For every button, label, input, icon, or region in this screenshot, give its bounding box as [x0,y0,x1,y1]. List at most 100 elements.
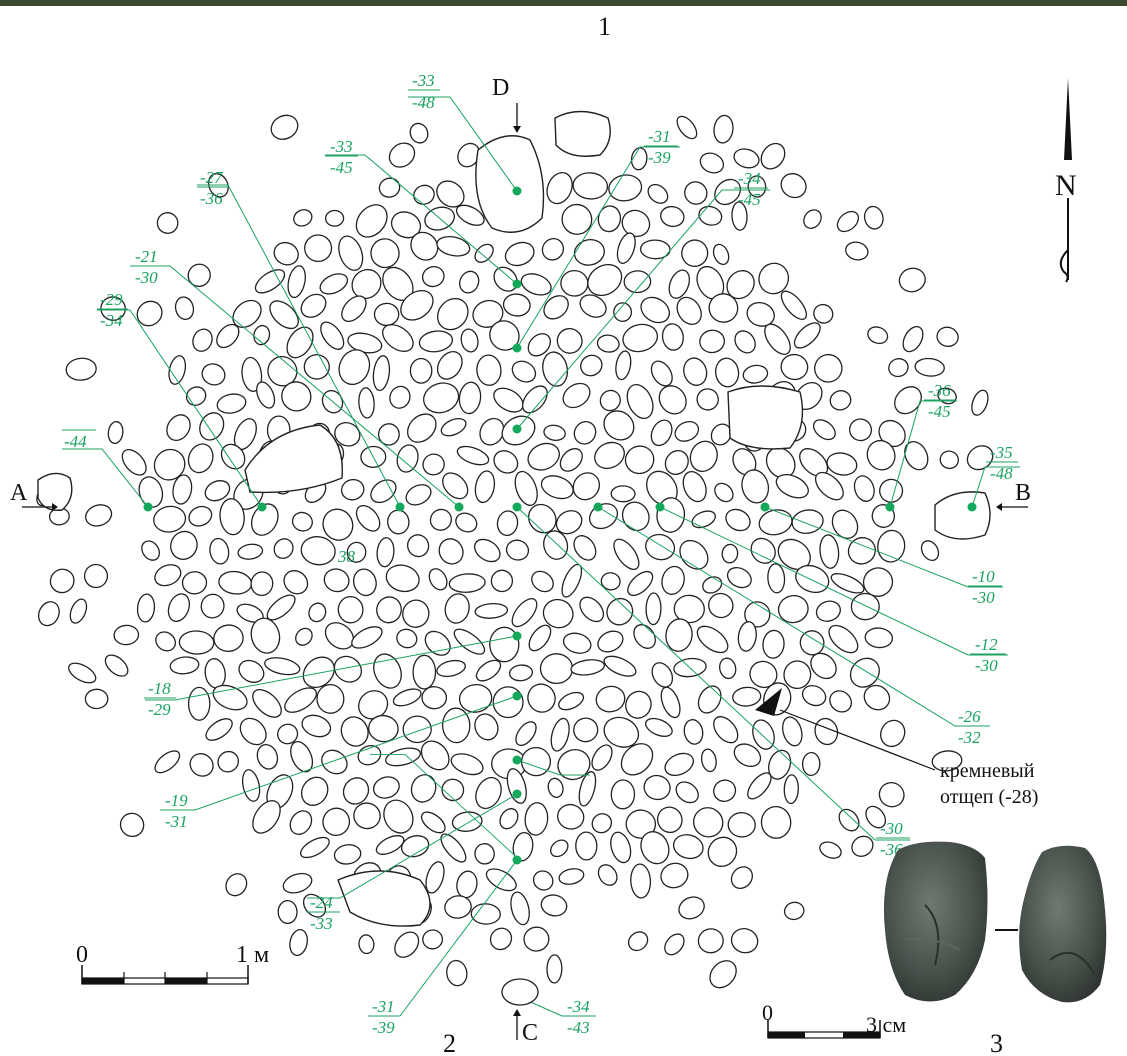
stone [470,903,501,925]
compass-north-label: N [1055,169,1077,202]
stone [270,114,299,140]
stone [660,205,685,228]
stone [422,453,445,476]
depth-top: -35 [990,443,1013,462]
stone [814,471,844,501]
depth-top: -34 [738,169,761,188]
depth-label: -44 [62,429,96,451]
stone [358,387,375,419]
stone [167,593,191,622]
stone [713,716,739,744]
stone [610,831,632,864]
depth-label: -31-39 [368,997,400,1037]
stone [865,805,887,829]
stone [436,351,463,380]
stone [293,209,313,227]
stone [603,655,637,677]
stone [450,753,484,776]
stone [499,808,519,830]
stone [555,510,583,535]
stone [444,895,472,919]
leader-line [62,448,149,508]
stone [699,329,726,354]
stone [878,782,905,808]
stone [730,928,759,954]
stone [594,441,625,469]
depth-point [967,502,977,512]
arrowhead-icon [513,1009,521,1016]
stone [732,686,762,707]
stone [668,269,691,299]
stone [216,393,247,414]
depth-labels: -33-48 -33-45 -27-36 -21-30 -29-34 -44 -… [62,71,1018,1037]
stone [775,473,809,499]
stone [409,357,433,384]
stone [502,293,531,317]
section-marker-a: A [10,480,28,506]
stone [762,629,785,659]
stone [355,204,388,238]
stone [493,266,518,292]
stone [812,419,836,441]
stone [396,628,418,649]
stone [385,564,420,593]
stone [456,870,478,899]
stone [714,482,734,503]
stone [199,412,225,441]
stone [304,234,333,263]
depth-bottom: -45 [928,402,951,421]
arrowhead-icon [996,503,1002,511]
stone [591,744,613,771]
stone [382,324,414,352]
stone [406,534,430,558]
stone [489,626,520,663]
stone [531,570,554,593]
depth-bottom: -30 [975,656,998,675]
stone [376,596,402,624]
stone [459,270,480,294]
stone [394,931,420,958]
stone [838,808,860,832]
stone [714,178,742,206]
stone [573,239,605,266]
stone [219,498,245,536]
stone [640,296,671,324]
stone [780,290,808,321]
stone [337,595,364,624]
stone [547,777,564,798]
stone [68,662,97,684]
stone [829,390,852,411]
stone [725,508,751,532]
stone [178,630,215,655]
stone [277,899,298,925]
stone [558,868,585,885]
stone [678,896,705,920]
stone [428,568,448,591]
stone [300,536,336,566]
stone [390,211,422,239]
stone [579,596,605,623]
stone [501,978,539,1006]
depth-point [512,279,522,289]
stone [269,300,299,330]
leader-line [370,753,518,858]
leader-line [145,635,518,701]
stone [84,688,109,710]
stone [342,777,370,805]
stone [661,565,685,595]
stone [340,716,369,747]
stone [241,356,263,392]
stone [476,354,502,386]
stone [760,142,786,170]
depth-label: -31-39 [644,127,678,167]
stone [256,743,279,770]
section-marker-b: B [1015,480,1031,506]
stone [113,624,140,646]
stone [169,656,200,675]
stone [713,114,734,144]
stone [810,652,837,680]
stone [185,386,207,406]
stone [650,419,673,447]
depth-top: -31 [648,127,671,146]
stone [573,535,597,561]
